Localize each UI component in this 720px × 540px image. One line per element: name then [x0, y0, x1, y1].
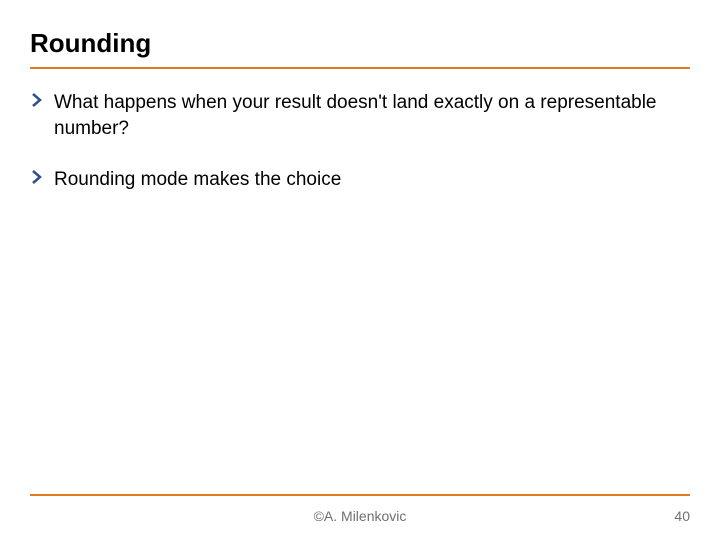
content-area: What happens when your result doesn't la…	[30, 90, 690, 219]
footer-author: ©A. Milenkovic	[0, 508, 720, 524]
chevron-right-icon	[30, 170, 44, 184]
title-underline	[30, 67, 690, 69]
bullet-item: Rounding mode makes the choice	[30, 167, 690, 193]
footer-page-number: 40	[674, 508, 690, 524]
bullet-item: What happens when your result doesn't la…	[30, 90, 690, 141]
bullet-text: Rounding mode makes the choice	[54, 167, 690, 193]
chevron-right-icon	[30, 93, 44, 107]
footer-divider	[30, 494, 690, 496]
title-area: Rounding	[30, 28, 690, 69]
slide-title: Rounding	[30, 28, 690, 65]
slide: Rounding What happens when your result d…	[0, 0, 720, 540]
bullet-text: What happens when your result doesn't la…	[54, 90, 690, 141]
